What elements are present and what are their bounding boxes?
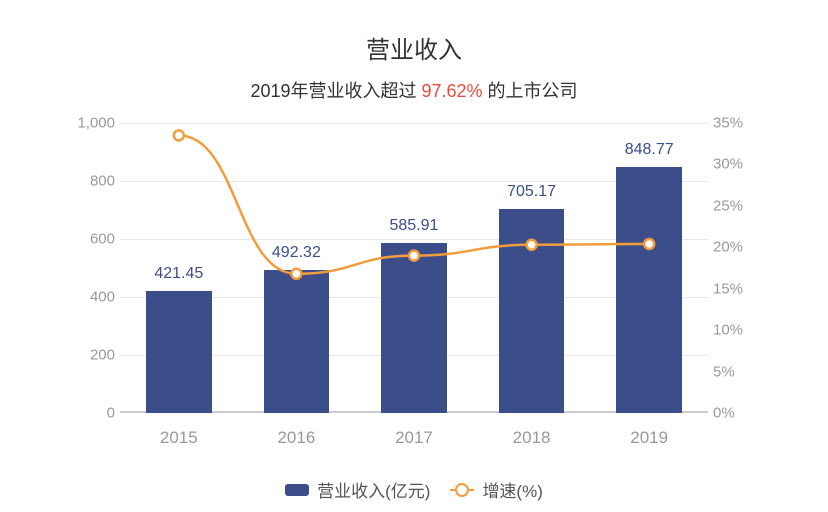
chart-legend: 营业收入(亿元) 增速(%) [0,477,828,502]
bar-group: 421.45 [126,291,232,413]
y-right-tick: 25% [713,197,743,214]
bars-area: 421.45492.32585.91705.17848.77 [120,123,708,413]
subtitle-highlight: 97.62% [421,81,482,101]
legend-line-label: 增速(%) [482,477,542,502]
y-left-tick: 1,000 [77,115,115,132]
chart-subtitle: 2019年营业收入超过 97.62% 的上市公司 [70,77,758,103]
y-axis-left: 02004006008001,000 [60,123,120,413]
bar-group: 848.77 [596,167,702,413]
bar-group: 705.17 [479,209,585,413]
x-tick: 2017 [361,428,467,448]
y-axis-right: 0%5%10%15%20%25%30%35% [708,123,768,413]
x-tick: 2018 [479,428,585,448]
y-left-tick: 800 [90,173,115,190]
chart-title: 营业收入 [70,30,758,65]
y-right-tick: 35% [713,115,743,132]
bar-value-label: 585.91 [390,217,439,235]
revenue-bar [264,270,330,413]
y-right-tick: 10% [713,322,743,339]
y-left-tick: 0 [107,405,115,422]
revenue-bar [146,291,212,413]
x-tick: 2019 [596,428,702,448]
y-left-tick: 600 [90,231,115,248]
y-left-tick: 200 [90,347,115,364]
y-right-tick: 0% [713,405,735,422]
bar-group: 585.91 [361,243,467,413]
x-axis: 2015 2016 2017 2018 2019 [120,428,708,448]
revenue-bar [616,167,682,413]
revenue-chart: 营业收入 2019年营业收入超过 97.62% 的上市公司 0 200 400 600… [0,0,828,512]
bar-value-label: 705.17 [507,183,556,201]
y-right-tick: 5% [713,363,735,380]
y-right-tick: 30% [713,156,743,173]
bar-value-label: 492.32 [272,244,321,262]
legend-bar-label: 营业收入(亿元) [317,477,430,502]
y-right-tick: 20% [713,239,743,256]
revenue-bar [499,209,565,413]
subtitle-prefix: 2019年营业收入超过 [250,81,421,101]
subtitle-suffix: 的上市公司 [483,81,578,101]
bar-group: 492.32 [243,270,349,413]
revenue-bar [381,243,447,413]
x-tick: 2016 [243,428,349,448]
line-swatch-icon [450,489,474,491]
legend-item-line: 增速(%) [450,477,542,502]
bar-value-label: 421.45 [154,265,203,283]
y-right-tick: 15% [713,280,743,297]
y-left-tick: 400 [90,289,115,306]
plot-area: 02004006008001,000 0%5%10%15%20%25%30%35… [70,123,758,413]
bar-swatch-icon [285,484,309,496]
bar-value-label: 848.77 [625,141,674,159]
legend-item-bar: 营业收入(亿元) [285,477,430,502]
x-tick: 2015 [126,428,232,448]
